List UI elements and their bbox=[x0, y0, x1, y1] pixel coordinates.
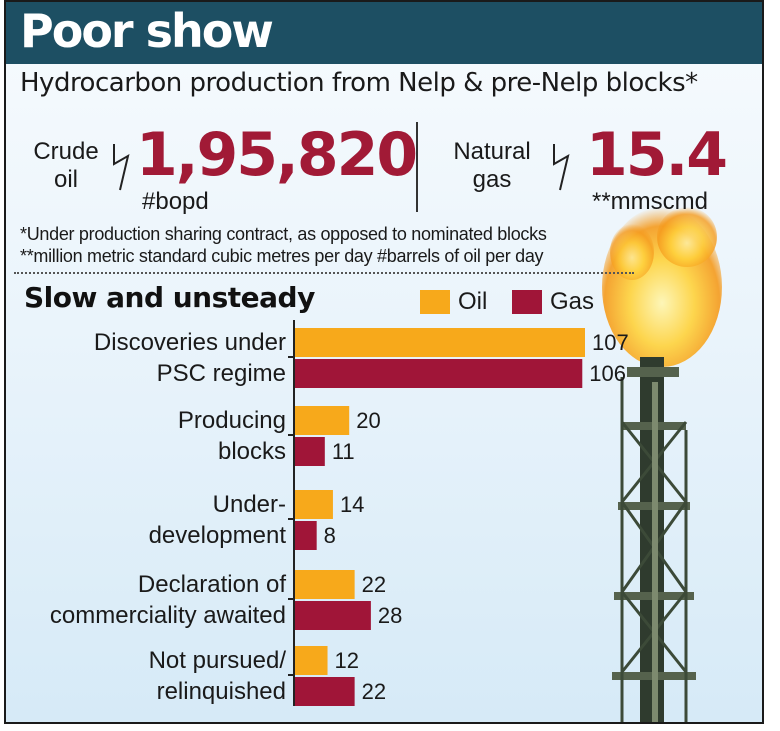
legend-label-gas: Gas bbox=[550, 288, 595, 315]
title-banner: Poor show bbox=[6, 2, 762, 64]
data-label: 14 bbox=[340, 492, 364, 517]
footnote-psc: *Under production sharing contract, as o… bbox=[20, 224, 547, 244]
zigzag-icon bbox=[113, 144, 130, 191]
bar-gas bbox=[295, 359, 583, 388]
bar-oil bbox=[295, 646, 328, 675]
data-label: 106 bbox=[589, 361, 626, 386]
footnote-units: **million metric standard cubic metres p… bbox=[20, 246, 544, 266]
legend-label-oil: Oil bbox=[458, 288, 488, 315]
natural-gas-value: 15.4 bbox=[586, 120, 728, 190]
category-label: blocks bbox=[218, 438, 286, 465]
category-label: Discoveries under bbox=[94, 329, 286, 356]
bar-oil bbox=[295, 328, 585, 357]
chart-title: Slow and unsteady bbox=[24, 281, 315, 314]
category-label: Producing bbox=[178, 407, 286, 434]
bar-oil bbox=[295, 570, 355, 599]
data-label: 22 bbox=[362, 572, 386, 597]
category-label: relinquished bbox=[157, 678, 286, 705]
data-label: 22 bbox=[362, 679, 386, 704]
bar-gas bbox=[295, 521, 317, 550]
stat-divider bbox=[416, 122, 418, 212]
natural-gas-label: Natural gas bbox=[453, 138, 531, 193]
category-label: development bbox=[149, 522, 287, 549]
data-label: 8 bbox=[324, 523, 336, 548]
category-label: Declaration of bbox=[138, 571, 286, 598]
data-label: 12 bbox=[335, 648, 359, 673]
zigzag-icon bbox=[553, 144, 570, 191]
data-label: 11 bbox=[332, 439, 355, 464]
category-label: Under- bbox=[213, 491, 286, 518]
data-label: 28 bbox=[378, 603, 402, 628]
crude-oil-value: 1,95,820 bbox=[136, 120, 418, 190]
infographic-frame: Poor show Hydrocarbon production from Ne… bbox=[4, 0, 764, 724]
crude-oil-unit: #bopd bbox=[142, 188, 209, 215]
bar-gas bbox=[295, 437, 325, 466]
subtitle: Hydrocarbon production from Nelp & pre-N… bbox=[20, 68, 698, 98]
category-label: commerciality awaited bbox=[50, 602, 286, 629]
flare-stack-illustration bbox=[602, 207, 722, 722]
bar-chart: Discoveries under PSC regime 107 106 Produci… bbox=[50, 320, 629, 706]
bar-gas bbox=[295, 677, 355, 706]
bar-oil bbox=[295, 490, 333, 519]
bar-oil bbox=[295, 406, 350, 435]
page-title: Poor show bbox=[20, 4, 274, 58]
legend-swatch-oil bbox=[420, 290, 450, 314]
data-label: 20 bbox=[356, 408, 380, 433]
category-label: PSC regime bbox=[157, 360, 286, 387]
crude-oil-label: Crude oil bbox=[33, 138, 99, 193]
legend-swatch-gas bbox=[512, 290, 542, 314]
category-label: Not pursued/ bbox=[149, 647, 287, 674]
natural-gas-unit: **mmscmd bbox=[592, 188, 709, 215]
bar-gas bbox=[295, 601, 371, 630]
data-label: 107 bbox=[592, 330, 629, 355]
section-divider bbox=[14, 272, 634, 274]
